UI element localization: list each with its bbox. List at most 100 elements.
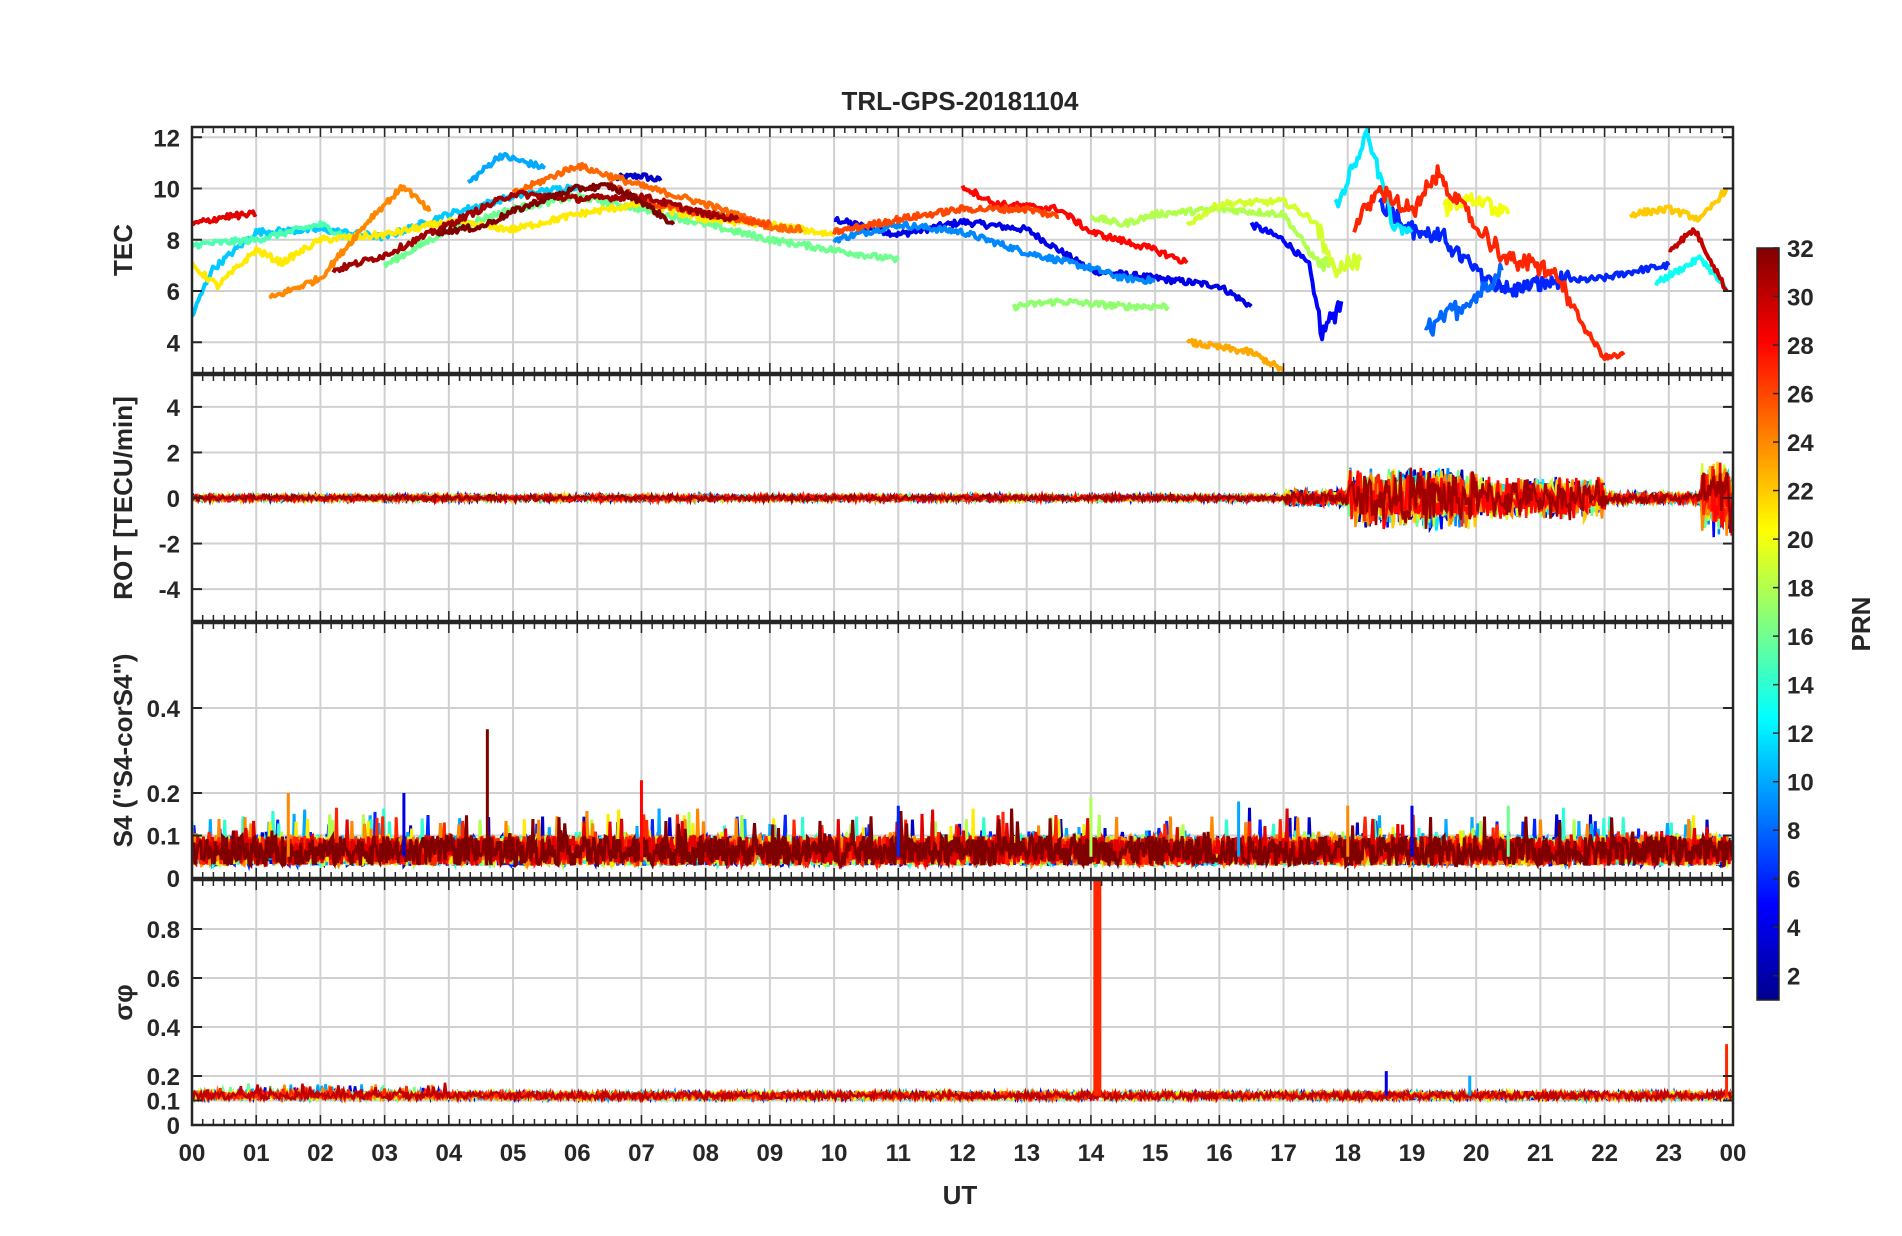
y-tick-label: 0.4 (147, 696, 181, 723)
rot-series-prn-31 (192, 467, 1733, 533)
y-tick-label: -4 (159, 577, 181, 604)
colorbar-tick-label: 26 (1787, 382, 1814, 409)
colorbar-tick-label: 6 (1787, 867, 1800, 894)
panel-rot: -4 -2 0 2 4 ROT [TECU/min] (108, 373, 1735, 623)
y-tick-label: 10 (153, 177, 180, 204)
x-axis-label: UT (943, 1180, 978, 1210)
x-tick-label: 09 (757, 1140, 784, 1167)
colorbar-tick-label: 30 (1787, 285, 1814, 312)
x-tick-label: 04 (435, 1140, 462, 1167)
sigma-series-prn-30 (192, 1082, 1733, 1104)
tec-series-prn-22 (1628, 187, 1729, 223)
y-tick-label: 6 (167, 279, 180, 306)
y-axis-label: TEC (108, 224, 138, 276)
tec-series-prn-29 (192, 209, 258, 226)
colorbar-tick-label: 16 (1787, 624, 1814, 651)
y-tick-label: 8 (167, 228, 180, 255)
x-tick-label: 18 (1334, 1140, 1361, 1167)
series-group (192, 127, 1729, 372)
y-tick-label: 0.1 (147, 1089, 180, 1116)
tec-series-prn-8 (1423, 262, 1504, 337)
x-tick-label: 01 (243, 1140, 270, 1167)
colorbar-tick-label: 8 (1787, 818, 1800, 845)
y-tick-label: 0.8 (147, 917, 180, 944)
s4-series-prn-32 (192, 808, 1733, 870)
series-group (192, 729, 1733, 872)
x-tick-label: 12 (949, 1140, 976, 1167)
colorbar-tick-label: 14 (1787, 673, 1814, 700)
x-tick-label: 16 (1206, 1140, 1233, 1167)
y-tick-label: 0.4 (147, 1015, 181, 1042)
colorbar-tick-label: 32 (1787, 236, 1814, 263)
panel-s4: 0 0.1 0.2 0.4 S4 ("S4-corS4") (108, 621, 1735, 893)
x-tick-label: 08 (692, 1140, 719, 1167)
tec-series-prn-31 (331, 189, 740, 274)
colorbar-tick-label: 12 (1787, 721, 1814, 748)
tec-series-prn-6 (1378, 197, 1671, 298)
colorbar-tick-label: 22 (1787, 479, 1814, 506)
y-axis-label: ROT [TECU/min] (108, 396, 138, 600)
x-tick-label: 07 (628, 1140, 655, 1167)
tec-series-prn-13 (1654, 254, 1729, 292)
tec-series-prn-12 (1333, 127, 1414, 236)
x-axis: 00 01 02 03 04 05 06 07 08 09 10 11 12 13 14 15 16 17 18 19… (179, 1140, 1747, 1167)
x-tick-label: 03 (371, 1140, 398, 1167)
x-tick-label: 00 (179, 1140, 206, 1167)
x-tick-label: 19 (1399, 1140, 1426, 1167)
tec-series-prn-5 (1249, 221, 1344, 342)
x-tick-label: 10 (821, 1140, 848, 1167)
tec-series-prn-32 (435, 182, 676, 237)
tec-series-prn-23 (1185, 338, 1285, 372)
x-tick-label: 11 (886, 1140, 911, 1167)
y-tick-label: 0.6 (147, 966, 180, 993)
colorbar-label: PRN (1846, 597, 1876, 652)
panel-tec: 4 6 8 10 12 TEC (108, 125, 1735, 375)
tec-series-prn-24 (268, 184, 432, 300)
x-tick-label: 21 (1527, 1140, 1554, 1167)
tec-series-prn-10 (466, 151, 546, 184)
y-tick-label: 12 (153, 125, 180, 152)
panels: 4 6 8 10 12 TEC -4 -2 0 2 4 ROT [TECU/min] 00.10.2 0.… (108, 125, 1735, 1140)
tec-series-prn-30 (1667, 227, 1729, 293)
y-tick-label: -2 (159, 532, 180, 559)
figure-title: TRL-GPS-20181104 (841, 86, 1079, 116)
x-tick-label: 02 (307, 1140, 334, 1167)
x-tick-label: 06 (564, 1140, 591, 1167)
y-tick-label: 0.1 (147, 824, 180, 851)
y-axis-label: S4 ("S4-corS4") (108, 654, 138, 848)
colorbar-tick-label: 2 (1787, 964, 1800, 991)
series-group (192, 461, 1733, 538)
panel-sigma_phi: 00.10.2 0.4 0.6 0.8 σφ (108, 878, 1735, 1140)
y-tick-label: 0.2 (147, 781, 180, 808)
colorbar-tick-label: 18 (1787, 576, 1814, 603)
colorbar-scale (1756, 247, 1780, 1001)
x-tick-label: 20 (1463, 1140, 1490, 1167)
colorbar-tick-label: 20 (1787, 527, 1814, 554)
tec-series-prn-17 (1011, 297, 1170, 312)
series-group (192, 880, 1733, 1105)
x-tick-label: 13 (1013, 1140, 1040, 1167)
x-tick-label: 23 (1655, 1140, 1682, 1167)
tec-series-prn-26 (832, 204, 1060, 236)
x-tick-label: 22 (1591, 1140, 1618, 1167)
x-tick-label: 14 (1078, 1140, 1105, 1167)
y-axis-label: σφ (108, 984, 138, 1020)
x-tick-label: 17 (1270, 1140, 1297, 1167)
tec-series-prn-19 (1185, 196, 1363, 279)
x-tick-label: 15 (1142, 1140, 1169, 1167)
colorbar-tick-label: 24 (1787, 430, 1814, 457)
tec-series-prn-4 (833, 216, 1253, 308)
colorbar-tick-label: 4 (1787, 915, 1801, 942)
y-tick-label: 4 (167, 330, 181, 357)
tec-series-prn-15 (192, 220, 353, 250)
x-tick-label: 00 (1720, 1140, 1747, 1167)
colorbar-tick-label: 28 (1787, 333, 1814, 360)
y-tick-label: 4 (167, 395, 181, 422)
colorbar-tick-label: 10 (1787, 770, 1814, 797)
y-tick-label: 0 (167, 1113, 180, 1140)
y-tick-label: 0.2 (147, 1064, 180, 1091)
y-tick-label: 2 (167, 440, 180, 467)
tec-series-prn-9 (832, 220, 1156, 285)
